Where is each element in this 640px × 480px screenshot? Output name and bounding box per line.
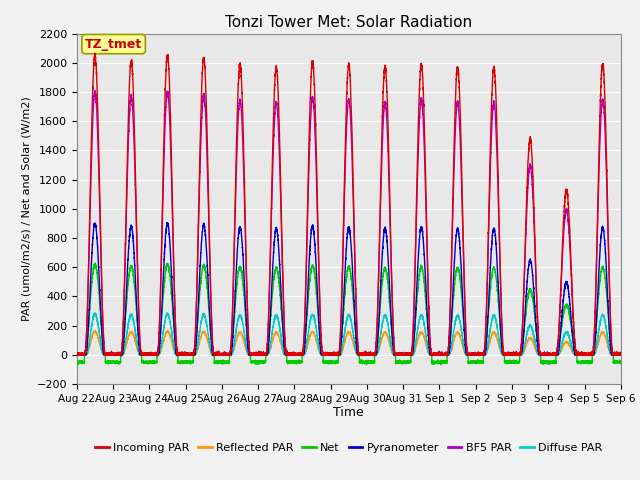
Title: Tonzi Tower Met: Solar Radiation: Tonzi Tower Met: Solar Radiation — [225, 15, 472, 30]
Y-axis label: PAR (umol/m2/s) / Net and Solar (W/m2): PAR (umol/m2/s) / Net and Solar (W/m2) — [21, 96, 31, 321]
Legend: Incoming PAR, Reflected PAR, Net, Pyranometer, BF5 PAR, Diffuse PAR: Incoming PAR, Reflected PAR, Net, Pyrano… — [91, 439, 607, 457]
X-axis label: Time: Time — [333, 407, 364, 420]
Text: TZ_tmet: TZ_tmet — [85, 37, 142, 50]
